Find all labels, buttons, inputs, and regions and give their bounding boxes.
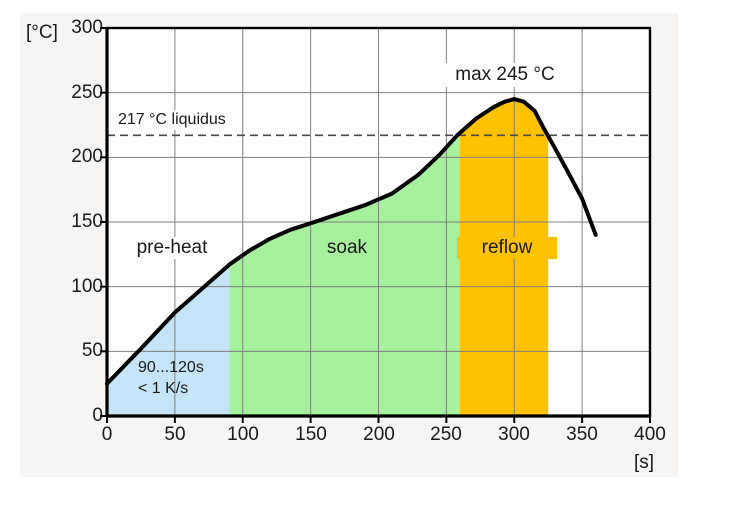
- y-tick-label: 0: [92, 405, 103, 426]
- region-label-soak: soak: [326, 237, 368, 258]
- x-tick-label: 250: [430, 424, 462, 445]
- region-fill-pre-heat: [107, 264, 230, 416]
- x-tick-label: 200: [363, 424, 395, 445]
- y-tick-label: 150: [71, 211, 103, 232]
- region-label-pre-heat: pre-heat: [122, 237, 222, 259]
- x-tick-label: 50: [164, 424, 186, 445]
- x-tick-label: 400: [634, 424, 666, 445]
- temperature-profile-curve: [105, 97, 598, 386]
- preheat-rate-line2: < 1 K/s: [138, 380, 189, 397]
- y-axis-unit-label: [°C]: [26, 22, 58, 43]
- x-tick-label: 100: [227, 424, 259, 445]
- y-tick-label: 300: [71, 17, 103, 38]
- peak-temperature-label: max 245 °C: [445, 63, 565, 87]
- preheat-rate-line1: 90...120s: [138, 359, 204, 376]
- y-tick-label: 250: [71, 82, 103, 103]
- preheat-rate-annotation: 90...120s < 1 K/s: [138, 357, 204, 399]
- y-tick-label: 200: [71, 146, 103, 167]
- x-tick-label: 350: [566, 424, 598, 445]
- y-tick-label: 50: [81, 340, 103, 361]
- region-fill-soak: [229, 132, 460, 416]
- x-tick-label: 0: [101, 424, 113, 445]
- x-tick-label: 150: [295, 424, 327, 445]
- x-tick-label: 300: [498, 424, 530, 445]
- x-axis-unit-label: [s]: [633, 452, 654, 473]
- y-tick-label: 100: [71, 276, 103, 297]
- liquidus-line-label: 217 °C liquidus: [114, 110, 230, 130]
- region-label-reflow: reflow: [457, 237, 557, 259]
